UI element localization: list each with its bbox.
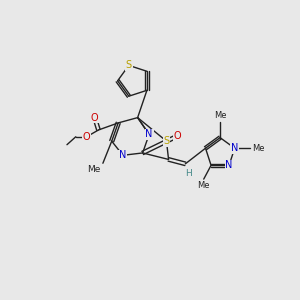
- Text: N: N: [119, 150, 127, 160]
- Text: O: O: [91, 112, 98, 123]
- Text: N: N: [146, 129, 153, 140]
- Text: O: O: [174, 131, 182, 141]
- Text: O: O: [174, 131, 182, 141]
- Text: Me: Me: [87, 165, 101, 174]
- Text: Me: Me: [214, 111, 226, 120]
- Text: H: H: [185, 169, 192, 178]
- Text: N: N: [231, 143, 238, 153]
- Text: S: S: [164, 136, 169, 146]
- Text: H: H: [185, 169, 192, 178]
- Text: N: N: [231, 143, 238, 153]
- Text: S: S: [164, 136, 169, 146]
- Text: N: N: [146, 129, 153, 140]
- Text: Me: Me: [197, 182, 210, 190]
- Text: O: O: [83, 132, 91, 142]
- Text: N: N: [119, 150, 127, 160]
- Text: S: S: [126, 60, 132, 70]
- Text: N: N: [225, 160, 233, 170]
- Text: N: N: [225, 160, 233, 170]
- Text: O: O: [83, 132, 91, 142]
- Text: S: S: [126, 60, 132, 70]
- Text: O: O: [91, 112, 98, 123]
- Text: Me: Me: [252, 144, 265, 153]
